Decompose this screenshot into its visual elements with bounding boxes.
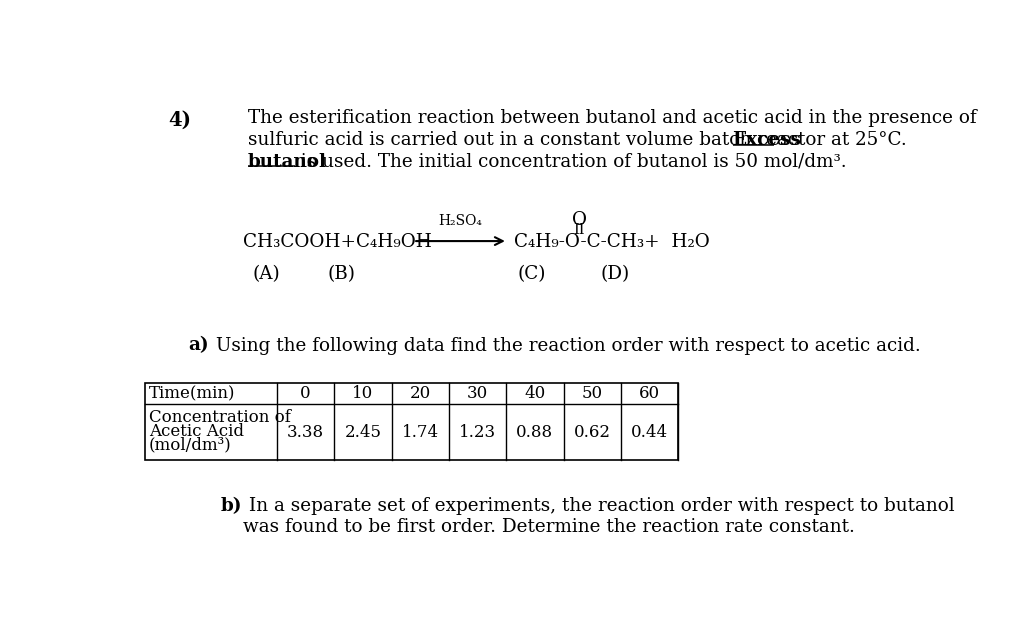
Text: 0: 0 (300, 385, 311, 402)
Text: C₄H₉-O-C-CH₃+  H₂O: C₄H₉-O-C-CH₃+ H₂O (514, 232, 710, 250)
Text: II: II (573, 224, 585, 237)
Text: 60: 60 (639, 385, 660, 402)
Text: 0.88: 0.88 (516, 424, 553, 440)
Bar (145, 383, 678, 460)
Text: O: O (571, 211, 587, 229)
Text: (C): (C) (517, 265, 546, 283)
Text: CH₃COOH+C₄H₉OH: CH₃COOH+C₄H₉OH (243, 232, 431, 250)
Text: 50: 50 (582, 385, 603, 402)
Text: butanol: butanol (248, 153, 327, 171)
Text: (mol/dm³): (mol/dm³) (148, 437, 231, 454)
Text: a): a) (188, 336, 209, 354)
Text: Concentration of: Concentration of (148, 409, 291, 426)
Text: 4): 4) (168, 110, 191, 130)
Text: The esterification reaction between butanol and acetic acid in the presence of: The esterification reaction between buta… (248, 110, 977, 128)
Text: is used. The initial concentration of butanol is 50 mol/dm³.: is used. The initial concentration of bu… (295, 153, 846, 171)
Text: 0.62: 0.62 (573, 424, 610, 440)
Text: Time(min): Time(min) (148, 385, 236, 402)
Text: Using the following data find the reaction order with respect to acetic acid.: Using the following data find the reacti… (210, 336, 921, 354)
Text: sulfuric acid is carried out in a constant volume batch reactor at 25°C.: sulfuric acid is carried out in a consta… (248, 131, 912, 149)
Text: was found to be first order. Determine the reaction rate constant.: was found to be first order. Determine t… (243, 518, 855, 536)
Text: H₂SO₄: H₂SO₄ (438, 214, 482, 228)
Text: In a separate set of experiments, the reaction order with respect to butanol: In a separate set of experiments, the re… (243, 497, 954, 515)
Text: (A): (A) (252, 265, 280, 283)
Text: 10: 10 (352, 385, 374, 402)
Text: 20: 20 (410, 385, 431, 402)
Text: (B): (B) (328, 265, 356, 283)
Text: 1.74: 1.74 (401, 424, 438, 440)
Text: 0.44: 0.44 (631, 424, 668, 440)
Text: 40: 40 (524, 385, 546, 402)
Text: 30: 30 (467, 385, 488, 402)
Text: b): b) (221, 497, 243, 515)
Text: Excess: Excess (732, 131, 802, 149)
Text: 3.38: 3.38 (287, 424, 324, 440)
Text: 1.23: 1.23 (459, 424, 496, 440)
Text: 2.45: 2.45 (344, 424, 381, 440)
Text: (D): (D) (601, 265, 630, 283)
Text: Acetic Acid: Acetic Acid (148, 423, 244, 440)
